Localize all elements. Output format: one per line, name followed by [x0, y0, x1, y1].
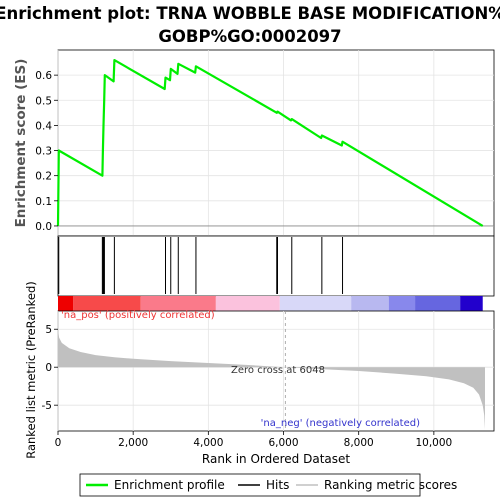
- band-segment-2: [140, 296, 216, 311]
- es-y-axis-label: Enrichment score (ES): [13, 59, 29, 228]
- es-curve-group: [56, 58, 484, 227]
- band-segment-4: [279, 296, 352, 311]
- band-segment-7: [415, 296, 461, 311]
- x-tick-label-4: 8,000: [344, 437, 374, 449]
- zero-cross-label: Zero cross at 6048: [231, 365, 325, 376]
- metric-ytick-label-0: 5: [45, 324, 52, 336]
- rank-color-band: [58, 296, 483, 311]
- hits-panel-frame: [57, 235, 495, 297]
- x-tick-label-5: 10,000: [415, 437, 452, 449]
- x-tick-label-3: 6,000: [268, 437, 298, 449]
- hits-group: [58, 237, 344, 294]
- es-ytick-label-5: 0.5: [35, 95, 52, 107]
- x-axis-ticks: 0 2,000 4,000 6,000 8,000 10,000: [55, 431, 452, 449]
- band-segment-3: [215, 296, 280, 311]
- band-segment-1: [73, 296, 141, 311]
- chart-title-line2: GOBP%GO:0002097: [158, 27, 341, 46]
- es-ytick-label-1: 0.1: [35, 196, 52, 208]
- legend-group: Enrichment profile Hits Ranking metric sco…: [86, 478, 457, 492]
- es-ytick-label-4: 0.4: [35, 120, 52, 132]
- es-series-line: [56, 58, 484, 227]
- legend-label-2: Ranking metric scores: [324, 478, 457, 492]
- negative-correlation-label: 'na_neg' (negatively correlated): [261, 418, 420, 429]
- metric-y-ticks: 5 0 -5: [42, 324, 58, 412]
- x-axis-label: Rank in Ordered Dataset: [202, 452, 350, 466]
- legend-label-1: Hits: [266, 478, 289, 492]
- band-segment-5: [351, 296, 389, 311]
- band-segment-8: [460, 296, 483, 311]
- metric-ytick-label-1: 0: [45, 362, 52, 374]
- es-y-ticks: 0.0 0.1 0.2 0.3 0.4 0.5 0.6: [35, 70, 58, 233]
- es-ytick-label-0: 0.0: [35, 221, 52, 233]
- es-panel-frame: [57, 49, 495, 237]
- metric-area-group: [58, 311, 485, 431]
- x-tick-label-0: 0: [55, 437, 62, 449]
- chart-title-line1: Enrichment plot: TRNA WOBBLE BASE MODIFI…: [0, 4, 500, 23]
- legend-label-0: Enrichment profile: [114, 478, 225, 492]
- positive-correlation-label: 'na_pos' (positively correlated): [61, 310, 215, 321]
- es-ytick-label-2: 0.2: [35, 171, 52, 183]
- es-ytick-label-3: 0.3: [35, 146, 52, 158]
- band-segment-0: [58, 296, 74, 311]
- metric-ytick-label-2: -5: [42, 400, 52, 412]
- x-tick-label-1: 2,000: [118, 437, 148, 449]
- metric-y-axis-label: Ranked list metric (PreRanked): [24, 281, 38, 459]
- es-ytick-label-6: 0.6: [35, 70, 52, 82]
- x-tick-label-2: 4,000: [193, 437, 223, 449]
- band-segment-6: [388, 296, 416, 311]
